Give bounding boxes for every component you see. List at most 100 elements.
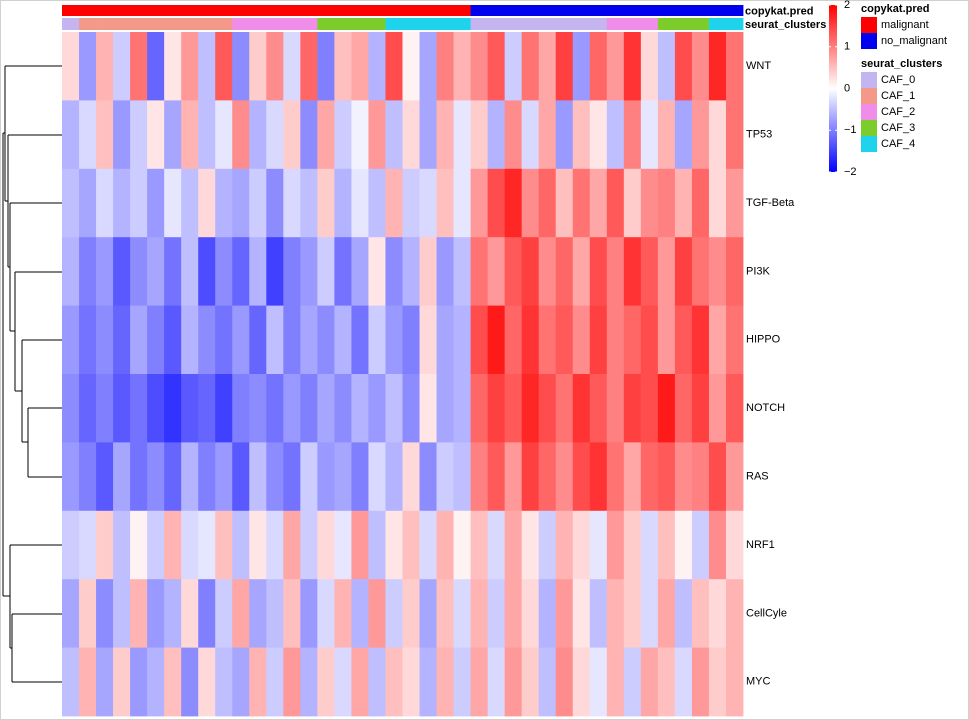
heatmap-cell — [606, 510, 625, 580]
heatmap-cell — [147, 374, 165, 443]
heatmap-cell — [708, 579, 727, 648]
heatmap-cell — [232, 374, 250, 443]
annotation-cell — [164, 18, 182, 30]
heatmap-cell — [453, 579, 471, 648]
heatmap-cell — [368, 168, 386, 238]
heatmap-cell — [691, 647, 710, 717]
heatmap-cell — [725, 442, 744, 512]
heatmap-cell — [215, 100, 233, 170]
heatmap-cell — [300, 32, 318, 101]
heatmap-cell — [572, 510, 591, 580]
heatmap-cell — [300, 168, 318, 238]
heatmap-cell — [385, 237, 403, 306]
heatmap-cell — [266, 237, 284, 306]
annotation-cell — [368, 5, 386, 16]
annotation-cell — [555, 18, 574, 30]
heatmap-cell — [164, 168, 182, 238]
heatmap-cell — [385, 100, 403, 170]
heatmap-cell — [249, 100, 267, 170]
heatmap-cell — [725, 579, 744, 648]
heatmap-cell — [453, 510, 471, 580]
heatmap-cell — [538, 168, 557, 238]
legend-label: CAF_3 — [881, 122, 915, 134]
heatmap-cell — [351, 305, 369, 375]
heatmap-cell — [504, 442, 523, 512]
heatmap-cell — [521, 237, 540, 306]
heatmap-cell — [504, 305, 523, 375]
heatmap-cell — [555, 442, 574, 512]
row-label: TP53 — [746, 129, 772, 141]
annotation-cell — [266, 18, 284, 30]
row-label: MYC — [746, 676, 771, 688]
heatmap-cell — [504, 647, 523, 717]
heatmap-cell — [113, 579, 131, 648]
heatmap-cell — [555, 647, 574, 717]
annotation-cell — [708, 18, 727, 30]
annotation-cell — [96, 5, 114, 16]
heatmap-cell — [402, 32, 420, 101]
annotation-cell — [130, 18, 148, 30]
heatmap-cell — [623, 168, 642, 238]
heatmap-cell — [249, 168, 267, 238]
heatmap-cell — [249, 510, 267, 580]
annotation-cell — [572, 18, 591, 30]
heatmap-cell — [113, 168, 131, 238]
heatmap-cell — [453, 32, 471, 101]
heatmap-cell — [708, 510, 727, 580]
heatmap-cell — [402, 647, 420, 717]
heatmap-cell — [674, 100, 693, 170]
annotation-cell — [96, 18, 114, 30]
heatmap-cell — [300, 374, 318, 443]
heatmap-cell — [453, 100, 471, 170]
heatmap-cell — [249, 647, 267, 717]
heatmap-cell — [368, 647, 386, 717]
heatmap-cell — [283, 374, 301, 443]
heatmap-cell — [436, 442, 454, 512]
annotation-cell — [589, 5, 608, 16]
heatmap-cell — [96, 647, 114, 717]
heatmap-cell — [164, 237, 182, 306]
heatmap-cell — [215, 374, 233, 443]
heatmap-cell — [657, 305, 676, 375]
heatmap-cell — [62, 168, 80, 238]
heatmap-cell — [521, 647, 540, 717]
heatmap-cell — [130, 579, 148, 648]
heatmap-cell — [657, 647, 676, 717]
heatmap-cell — [504, 510, 523, 580]
annotation-cell — [130, 5, 148, 16]
legend-title: seurat_clusters — [861, 58, 942, 70]
heatmap-cell — [249, 374, 267, 443]
heatmap-cell — [691, 579, 710, 648]
annotation-cell — [674, 18, 693, 30]
heatmap-cell — [623, 237, 642, 306]
heatmap-cell — [147, 510, 165, 580]
annotation-cell — [232, 18, 250, 30]
heatmap-cell — [538, 510, 557, 580]
heatmap-cell — [436, 374, 454, 443]
heatmap-cell — [385, 647, 403, 717]
heatmap-cell — [725, 32, 744, 101]
heatmap-cell — [181, 647, 199, 717]
heatmap-cell — [589, 168, 608, 238]
heatmap-cell — [147, 100, 165, 170]
heatmap-cell — [521, 100, 540, 170]
heatmap-cell — [589, 100, 608, 170]
annotation-cell — [674, 5, 693, 16]
heatmap-cell — [589, 510, 608, 580]
annotation-cell — [538, 18, 557, 30]
annotation-label: copykat.pred — [745, 5, 813, 17]
legend-label: no_malignant — [881, 35, 947, 47]
heatmap-cell — [436, 305, 454, 375]
annotation-cell — [640, 5, 659, 16]
annotation-cell — [521, 5, 540, 16]
heatmap-cell — [487, 100, 506, 170]
heatmap-cell — [232, 100, 250, 170]
annotation-cell — [623, 5, 642, 16]
heatmap-cell — [640, 374, 659, 443]
heatmap-cell — [572, 237, 591, 306]
heatmap-cell — [96, 100, 114, 170]
heatmap-cell — [487, 579, 506, 648]
heatmap-cell — [487, 510, 506, 580]
heatmap-cell — [708, 100, 727, 170]
heatmap-cell — [334, 305, 352, 375]
